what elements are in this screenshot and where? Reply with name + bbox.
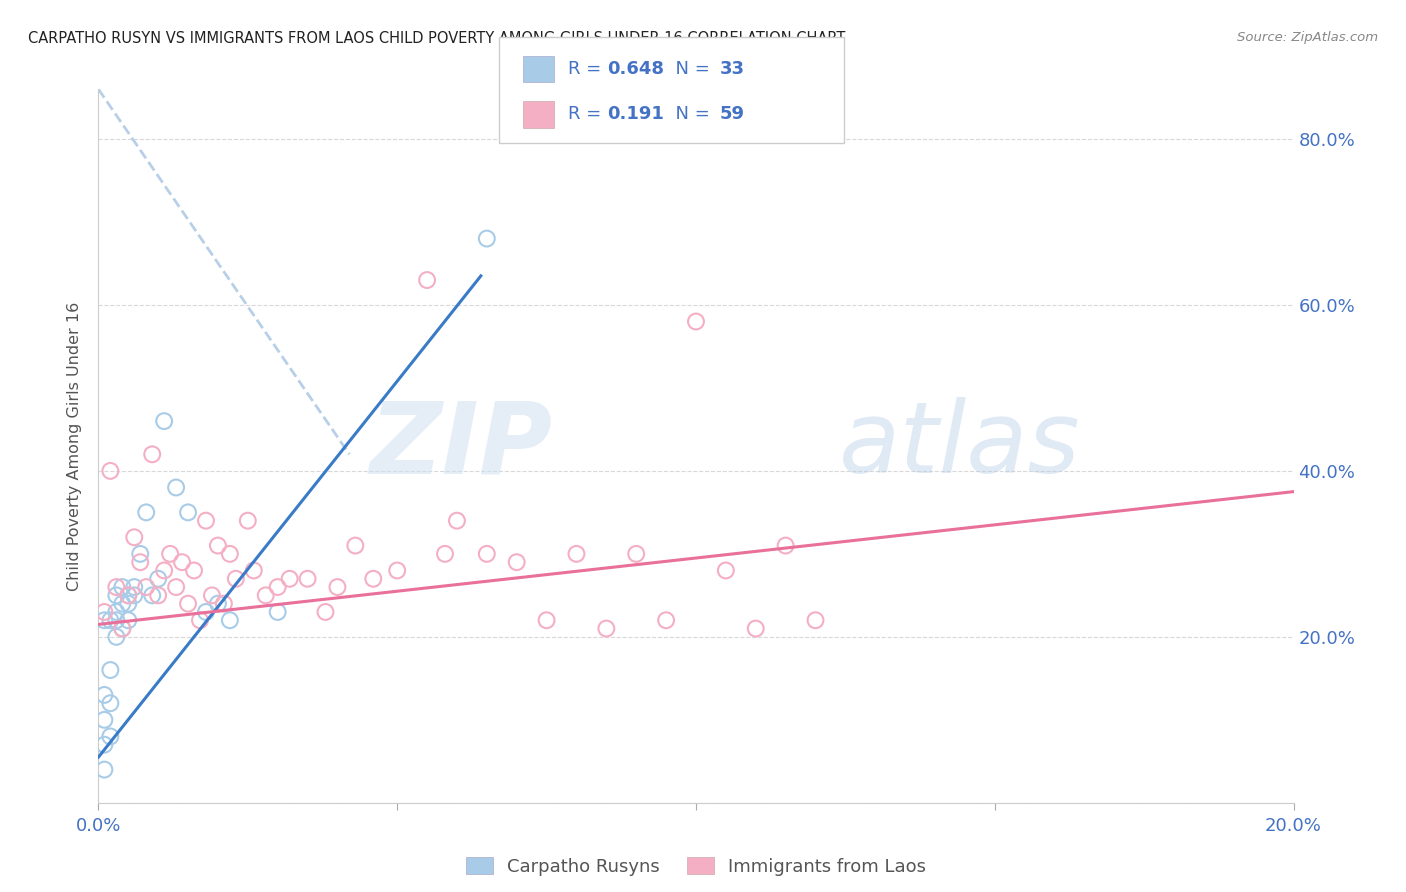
Text: CARPATHO RUSYN VS IMMIGRANTS FROM LAOS CHILD POVERTY AMONG GIRLS UNDER 16 CORREL: CARPATHO RUSYN VS IMMIGRANTS FROM LAOS C…	[28, 31, 845, 46]
Point	[225, 572, 247, 586]
Point	[100, 730, 122, 744]
Point	[100, 613, 122, 627]
Point	[536, 613, 558, 627]
Point	[105, 605, 128, 619]
Point	[506, 555, 529, 569]
Point	[363, 572, 385, 586]
Point	[124, 588, 146, 602]
Text: 33: 33	[720, 60, 745, 78]
Point	[153, 414, 176, 428]
Point	[100, 696, 122, 710]
Point	[207, 597, 229, 611]
Text: atlas: atlas	[839, 398, 1081, 494]
Point	[135, 580, 157, 594]
Point	[148, 588, 170, 602]
Point	[195, 605, 218, 619]
Point	[93, 713, 115, 727]
Point	[117, 588, 139, 602]
Point	[243, 564, 266, 578]
Text: N =: N =	[664, 60, 716, 78]
Point	[385, 564, 409, 578]
Point	[165, 481, 187, 495]
Point	[655, 613, 678, 627]
Point	[117, 597, 139, 611]
Point	[93, 613, 115, 627]
Point	[129, 547, 152, 561]
Point	[267, 580, 290, 594]
Point	[93, 738, 115, 752]
Point	[219, 547, 242, 561]
Point	[129, 555, 152, 569]
Point	[105, 580, 128, 594]
Point	[775, 539, 797, 553]
Point	[165, 580, 187, 594]
Point	[278, 572, 301, 586]
Text: N =: N =	[664, 105, 716, 123]
Point	[183, 564, 205, 578]
Point	[207, 539, 229, 553]
Point	[148, 572, 170, 586]
Legend: Carpatho Rusyns, Immigrants from Laos: Carpatho Rusyns, Immigrants from Laos	[458, 850, 934, 883]
Point	[172, 555, 194, 569]
Point	[195, 514, 218, 528]
Point	[177, 597, 200, 611]
Point	[201, 588, 224, 602]
Point	[111, 622, 134, 636]
Point	[804, 613, 827, 627]
Point	[326, 580, 349, 594]
Text: R =: R =	[568, 105, 613, 123]
Point	[434, 547, 457, 561]
Point	[212, 597, 235, 611]
Point	[565, 547, 588, 561]
Point	[93, 763, 115, 777]
Point	[159, 547, 181, 561]
Point	[714, 564, 737, 578]
Point	[93, 688, 115, 702]
Point	[141, 588, 163, 602]
Point	[141, 447, 163, 461]
Text: ZIP: ZIP	[370, 398, 553, 494]
Point	[685, 314, 707, 328]
Point	[111, 597, 134, 611]
Point	[111, 580, 134, 594]
Point	[105, 588, 128, 602]
Text: R =: R =	[568, 60, 607, 78]
Point	[93, 605, 115, 619]
Point	[177, 505, 200, 519]
Point	[135, 505, 157, 519]
Point	[105, 630, 128, 644]
Point	[254, 588, 277, 602]
Point	[315, 605, 337, 619]
Point	[595, 622, 617, 636]
Point	[236, 514, 259, 528]
Point	[111, 622, 134, 636]
Text: 0.191: 0.191	[607, 105, 664, 123]
Point	[344, 539, 367, 553]
Point	[475, 547, 498, 561]
Point	[745, 622, 768, 636]
Point	[416, 273, 439, 287]
Point	[124, 580, 146, 594]
Point	[124, 530, 146, 544]
Point	[446, 514, 468, 528]
Point	[297, 572, 319, 586]
Point	[153, 564, 176, 578]
Point	[117, 613, 139, 627]
Point	[475, 231, 498, 245]
Point	[219, 613, 242, 627]
Point	[117, 588, 139, 602]
Point	[188, 613, 211, 627]
Point	[105, 613, 128, 627]
Point	[100, 464, 122, 478]
Y-axis label: Child Poverty Among Girls Under 16: Child Poverty Among Girls Under 16	[67, 301, 83, 591]
Point	[626, 547, 648, 561]
Text: 59: 59	[720, 105, 745, 123]
Text: Source: ZipAtlas.com: Source: ZipAtlas.com	[1237, 31, 1378, 45]
Point	[100, 663, 122, 677]
Text: 0.648: 0.648	[607, 60, 665, 78]
Point	[267, 605, 290, 619]
